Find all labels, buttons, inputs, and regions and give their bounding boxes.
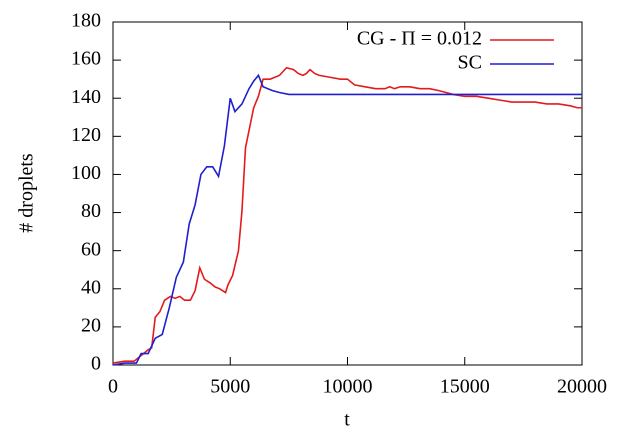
y-axis-label: # droplets [16,153,38,233]
y-tick-label: 0 [91,353,101,375]
legend-label: CG - Π = 0.012 [357,28,482,50]
plot-frame [112,21,583,366]
x-tick-label: 5000 [210,376,250,398]
y-tick-label: 100 [71,162,101,184]
series-line [112,73,582,366]
y-tick-label: 20 [81,314,101,336]
x-axis-label: t [344,409,350,431]
y-tick-label: 60 [81,238,101,260]
series-line [112,66,582,364]
y-tick-label: 180 [71,10,101,32]
x-tick-label: 0 [108,376,118,398]
x-tick-label: 15000 [440,376,490,398]
x-tick-label: 10000 [323,376,373,398]
y-tick-label: 140 [71,86,101,108]
y-tick-label: 80 [81,200,101,222]
y-tick-label: 120 [71,124,101,146]
x-tick-label: 20000 [557,376,607,398]
legend-label: SC [458,52,482,74]
y-tick-label: 160 [71,48,101,70]
y-tick-label: 40 [81,276,101,298]
